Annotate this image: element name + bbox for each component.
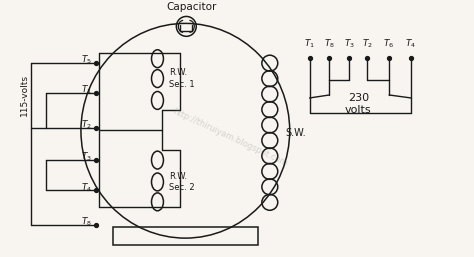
Text: S.W.: S.W. — [286, 128, 306, 138]
Bar — [113, 227, 258, 245]
Text: 115-volts: 115-volts — [20, 75, 29, 116]
Text: $T_1$: $T_1$ — [81, 84, 92, 96]
Text: $T_6$: $T_6$ — [383, 38, 395, 50]
Text: $T_5$: $T_5$ — [81, 54, 92, 66]
Text: Capacitor: Capacitor — [166, 3, 217, 13]
Text: 230
volts: 230 volts — [345, 93, 372, 115]
Text: R.W.
Sec. 2: R.W. Sec. 2 — [169, 172, 195, 192]
Text: $T_1$: $T_1$ — [304, 38, 315, 50]
Text: $T_8$: $T_8$ — [324, 38, 335, 50]
Text: $T_3$: $T_3$ — [81, 150, 92, 163]
Text: $T_8$: $T_8$ — [81, 216, 92, 228]
Text: $T_3$: $T_3$ — [344, 38, 355, 50]
Text: $T_2$: $T_2$ — [362, 38, 373, 50]
Text: $T_4$: $T_4$ — [405, 38, 417, 50]
Text: $T_2$: $T_2$ — [81, 118, 92, 131]
Text: R.W.
Sec. 1: R.W. Sec. 1 — [169, 68, 195, 89]
Text: $T_4$: $T_4$ — [81, 181, 92, 194]
Text: http://thiruiyam.blogspot.com: http://thiruiyam.blogspot.com — [171, 107, 289, 168]
